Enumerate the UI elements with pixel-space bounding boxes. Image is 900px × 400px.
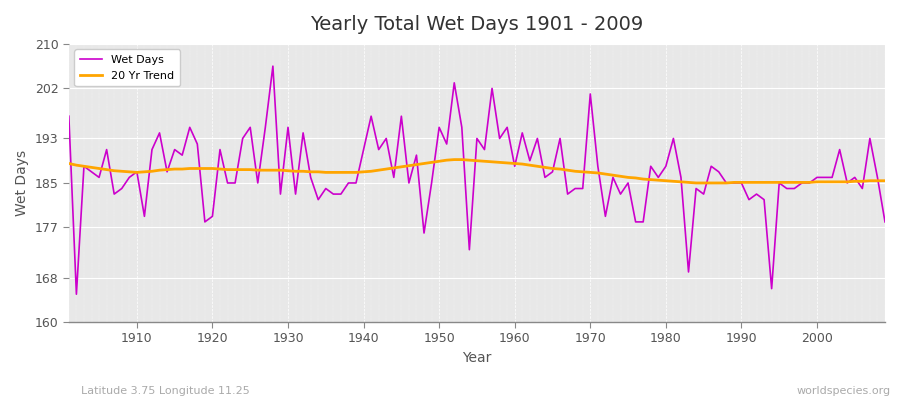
Line: 20 Yr Trend: 20 Yr Trend xyxy=(68,160,885,183)
20 Yr Trend xyxy=(517,162,527,166)
Wet Days xyxy=(131,170,142,174)
Wet Days xyxy=(615,192,626,196)
X-axis label: Year: Year xyxy=(463,351,491,365)
Wet Days xyxy=(267,64,278,68)
Line: Wet Days: Wet Days xyxy=(68,66,885,294)
Wet Days xyxy=(71,292,82,297)
20 Yr Trend xyxy=(336,170,346,175)
Wet Days xyxy=(879,220,890,224)
Y-axis label: Wet Days: Wet Days xyxy=(15,150,29,216)
Text: worldspecies.org: worldspecies.org xyxy=(796,386,891,396)
Title: Yearly Total Wet Days 1901 - 2009: Yearly Total Wet Days 1901 - 2009 xyxy=(310,15,644,34)
Wet Days xyxy=(351,180,362,185)
20 Yr Trend xyxy=(449,157,460,162)
Wet Days xyxy=(517,130,527,135)
Legend: Wet Days, 20 Yr Trend: Wet Days, 20 Yr Trend xyxy=(75,50,180,86)
20 Yr Trend xyxy=(690,180,701,185)
20 Yr Trend xyxy=(879,178,890,183)
20 Yr Trend xyxy=(124,170,135,174)
Wet Days xyxy=(63,114,74,119)
20 Yr Trend xyxy=(509,161,520,166)
20 Yr Trend xyxy=(290,169,301,174)
Wet Days xyxy=(525,158,535,163)
Wet Days xyxy=(305,175,316,180)
20 Yr Trend xyxy=(608,173,618,178)
20 Yr Trend xyxy=(63,161,74,166)
Text: Latitude 3.75 Longitude 11.25: Latitude 3.75 Longitude 11.25 xyxy=(81,386,250,396)
